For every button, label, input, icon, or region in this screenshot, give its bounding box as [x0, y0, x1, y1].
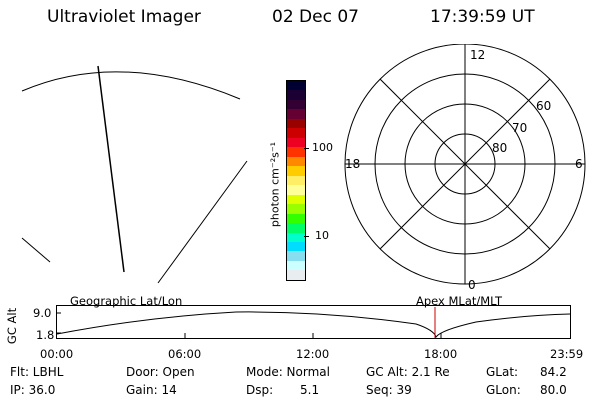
colorbar-segment	[287, 128, 305, 138]
mlat-label-70: 70	[512, 121, 527, 135]
colorbar-segment	[287, 213, 305, 224]
mlt-label-18: 18	[345, 157, 360, 171]
colorbar-tick	[304, 148, 309, 149]
colorbar-unit-label: photon cm⁻²s⁻¹	[268, 141, 282, 228]
glon-label: GLon:	[486, 383, 521, 397]
strip-axis-label: GC Alt	[5, 307, 20, 345]
colorbar-segment	[287, 99, 305, 110]
mlat-label-60: 60	[536, 99, 551, 113]
coastline-segment	[157, 160, 248, 284]
mlt-label-0: 0	[468, 278, 476, 292]
colorbar-segment	[287, 185, 305, 195]
colorbar-segment	[287, 109, 305, 119]
coastline-segment	[21, 237, 51, 263]
time-tick-1200: 12:00	[296, 347, 330, 361]
filter-status: Flt: LBHL	[10, 365, 64, 379]
colorbar-segment	[287, 175, 305, 186]
colorbar-segment	[287, 90, 305, 100]
colorbar-tick-10: 10	[315, 229, 329, 242]
colorbar-segment	[287, 204, 305, 214]
geographic-image-panel	[21, 65, 248, 284]
colorbar-tick	[304, 236, 309, 237]
glon-value: 80.0	[540, 383, 567, 397]
mlt-label-12: 12	[470, 48, 485, 62]
time-tick-0000: 00:00	[40, 347, 74, 361]
instrument-title: Ultraviolet Imager	[47, 7, 201, 27]
longitude-line	[97, 65, 125, 273]
mode-status: Mode: Normal	[246, 365, 330, 379]
glat-value: 84.2	[540, 365, 567, 379]
time-tick-2359: 23:59	[550, 347, 584, 361]
colorbar-segment	[287, 81, 305, 91]
meridian-diagonal	[379, 78, 551, 250]
altitude-curve	[56, 311, 571, 339]
strip-left-title: Geographic Lat/Lon	[70, 294, 183, 308]
image-date: 02 Dec 07	[272, 7, 359, 27]
strip-y-max: 9.0	[33, 306, 52, 320]
colorbar-segment	[287, 232, 305, 242]
strip-y-min: 1.8	[36, 328, 55, 342]
colorbar-segment	[287, 118, 305, 129]
earth-limb-arc	[21, 71, 241, 100]
colorbar-segment	[287, 223, 305, 233]
image-time: 17:39:59 UT	[430, 7, 535, 27]
colorbar-segment	[287, 194, 305, 205]
altitude-strip-plot	[56, 305, 571, 339]
gain-status: Gain: 14	[126, 383, 177, 397]
colorbar-segment	[287, 251, 305, 261]
ip-status: IP: 36.0	[10, 383, 56, 397]
time-tick-0600: 06:00	[168, 347, 202, 361]
colorbar-segment	[287, 147, 305, 157]
seq-status: Seq: 39	[366, 383, 412, 397]
strip-right-title: Apex MLat/MLT	[416, 294, 503, 308]
glat-label: GLat:	[486, 365, 519, 379]
intensity-colorbar	[286, 80, 306, 281]
colorbar-segment	[287, 270, 305, 280]
colorbar-segment	[287, 166, 305, 176]
mlt-label-6: 6	[575, 157, 583, 171]
polar-mlt-plot: 12 18 6 0 60 70 80	[344, 44, 586, 292]
colorbar-segment	[287, 241, 305, 252]
time-tick-1800: 18:00	[424, 347, 458, 361]
dsp-value: 5.1	[300, 383, 320, 397]
colorbar-segment	[287, 260, 305, 271]
mlat-label-80: 80	[492, 141, 507, 155]
gc-alt-status: GC Alt: 2.1 Re	[366, 365, 450, 379]
dsp-label: Dsp:	[246, 383, 274, 397]
colorbar-tick-100: 100	[312, 141, 333, 154]
door-status: Door: Open	[126, 365, 195, 379]
colorbar-segment	[287, 156, 305, 167]
colorbar-segment	[287, 137, 305, 148]
